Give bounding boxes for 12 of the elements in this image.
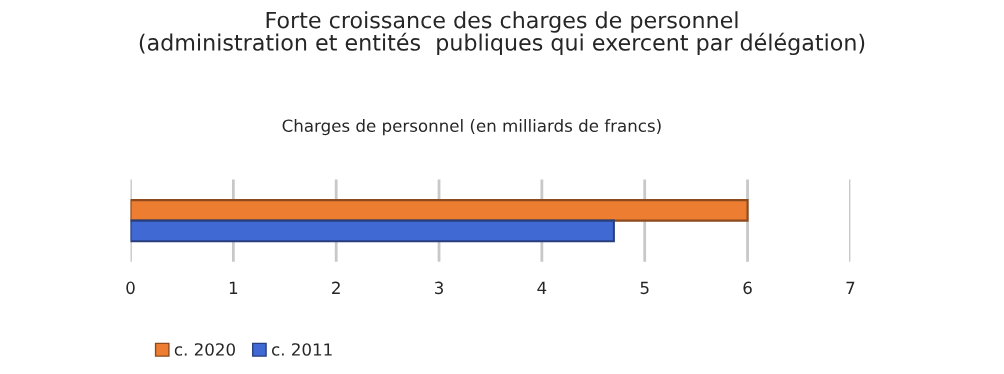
x-tick-label: 3 xyxy=(435,281,443,295)
x-tick-label: 6 xyxy=(743,281,752,295)
x-tick-label: 5 xyxy=(640,281,649,295)
x-tick-label: 1 xyxy=(229,281,238,294)
chart-subtitle: Charges de personnel (en milliards de francs) xyxy=(282,119,661,136)
x-tick-label: 0 xyxy=(126,281,135,295)
x-tick-label: 4 xyxy=(537,281,547,294)
legend-label: c. 2011 xyxy=(271,343,332,356)
legend-label: c. 2020 xyxy=(174,343,235,356)
x-tick-label: 2 xyxy=(332,281,340,294)
chart-title: Forte croissance des charges de personnel (administration et entités publiques qui exercent par délégation) xyxy=(139,11,865,56)
x-tick-label: 7 xyxy=(846,281,855,294)
